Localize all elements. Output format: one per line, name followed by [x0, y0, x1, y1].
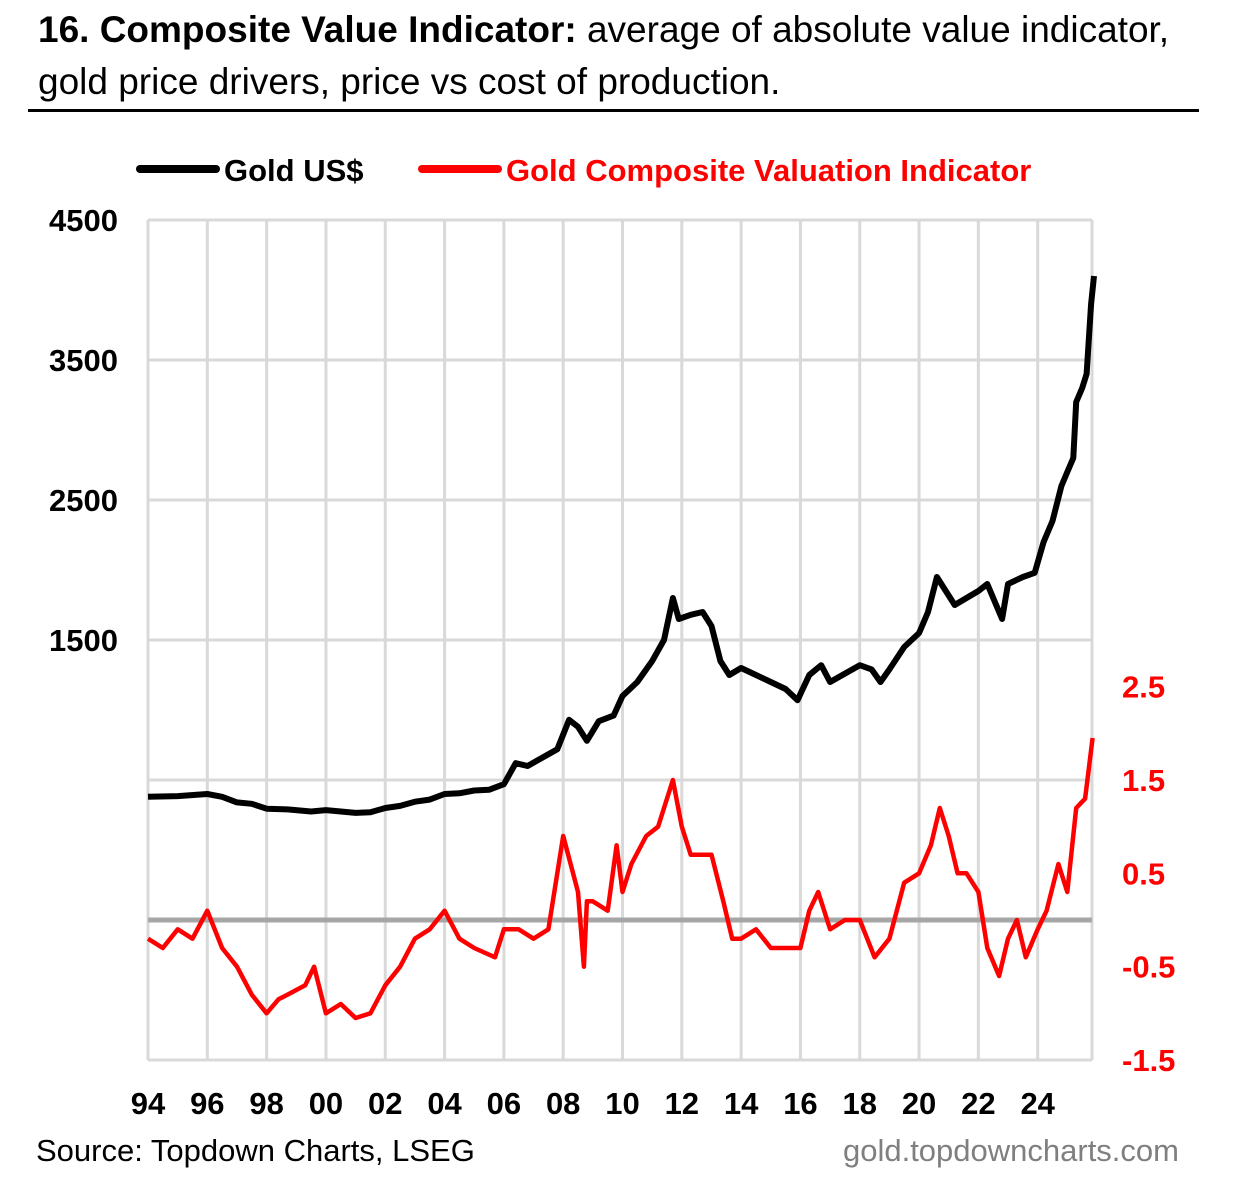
legend-label-composite: Gold Composite Valuation Indicator — [506, 153, 1031, 188]
gridlines — [146, 218, 1094, 1062]
x-tick-label: 96 — [190, 1086, 224, 1121]
x-tick-label: 08 — [546, 1086, 580, 1121]
y-left-tick-label: 1500 — [49, 623, 118, 658]
x-tick-label: 20 — [902, 1086, 936, 1121]
x-tick-label: 16 — [783, 1086, 817, 1121]
x-tick-label: 22 — [961, 1086, 995, 1121]
x-tick-label: 18 — [843, 1086, 877, 1121]
x-tick-label: 12 — [665, 1086, 699, 1121]
series-composite-indicator — [146, 737, 1095, 1021]
y-left-tick-label: 3500 — [49, 343, 118, 378]
x-tick-label: 10 — [605, 1086, 639, 1121]
x-tick-label: 00 — [309, 1086, 343, 1121]
site-url: gold.topdowncharts.com — [842, 1133, 1179, 1168]
series-gold-usd — [147, 275, 1097, 816]
legend: Gold US$ Gold Composite Valuation Indica… — [136, 153, 1031, 188]
y-left-tick-label: 2500 — [49, 483, 118, 518]
x-tick-label: 06 — [487, 1086, 521, 1121]
source-note: Source: Topdown Charts, LSEG — [36, 1133, 475, 1168]
y-right-tick-label: 0.5 — [1122, 856, 1165, 891]
y-right-tick-label: 1.5 — [1122, 763, 1165, 798]
x-tick-label: 94 — [131, 1086, 166, 1121]
y-right-tick-label: 2.5 — [1122, 670, 1165, 705]
chart-title: 16. Composite Value Indicator: average o… — [38, 4, 1198, 108]
title-rule — [28, 109, 1199, 112]
x-tick-label: 14 — [724, 1086, 759, 1121]
y-right-tick-label: -0.5 — [1122, 950, 1175, 985]
x-tick-label: 98 — [249, 1086, 283, 1121]
y-left-tick-label: 4500 — [49, 203, 118, 238]
title-rest: average of absolute value indicator, gol… — [38, 9, 1170, 102]
y-right-tick-label: -1.5 — [1122, 1043, 1175, 1078]
x-tick-label: 02 — [368, 1086, 402, 1121]
legend-label-gold: Gold US$ — [224, 153, 364, 188]
x-tick-label: 04 — [427, 1086, 462, 1121]
title-bold: 16. Composite Value Indicator: — [38, 9, 577, 50]
x-tick-label: 24 — [1020, 1086, 1055, 1121]
